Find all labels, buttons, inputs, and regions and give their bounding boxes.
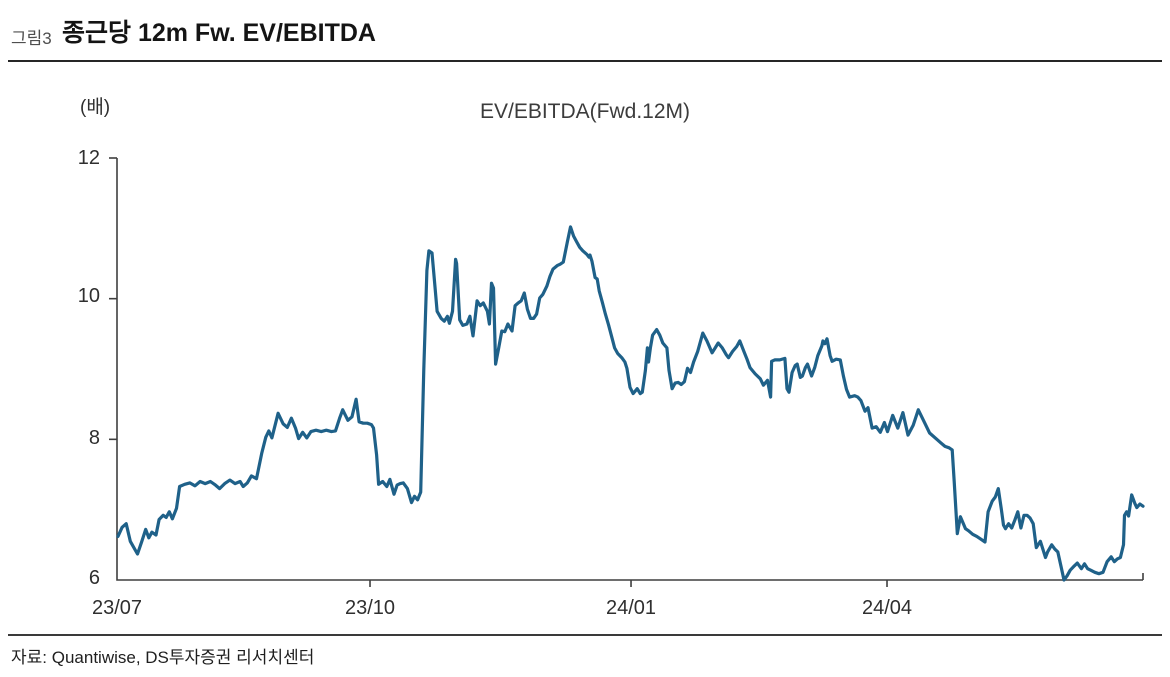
figure-title: 종근당 12m Fw. EV/EBITDA: [62, 19, 376, 47]
header-divider: [8, 60, 1162, 62]
x-tick-label: 24/01: [605, 597, 657, 619]
y-tick-label: 6: [88, 567, 100, 589]
y-tick-label: 12: [77, 147, 100, 169]
x-tick-label: 24/04: [861, 597, 913, 619]
x-tick-label: 23/07: [91, 597, 143, 619]
source-text: 자료: Quantiwise, DS투자증권 리서치센터: [11, 648, 315, 667]
x-tick-label: 23/10: [344, 597, 396, 619]
y-tick-label: 8: [88, 427, 100, 449]
series-line: [116, 225, 1145, 582]
y-tick-label: 10: [77, 285, 100, 307]
y-axis-unit-label: (배): [80, 97, 111, 118]
figure-label: 그림3: [11, 29, 52, 48]
chart-title: EV/EBITDA(Fwd.12M): [479, 100, 691, 123]
footer-divider: [8, 634, 1162, 636]
